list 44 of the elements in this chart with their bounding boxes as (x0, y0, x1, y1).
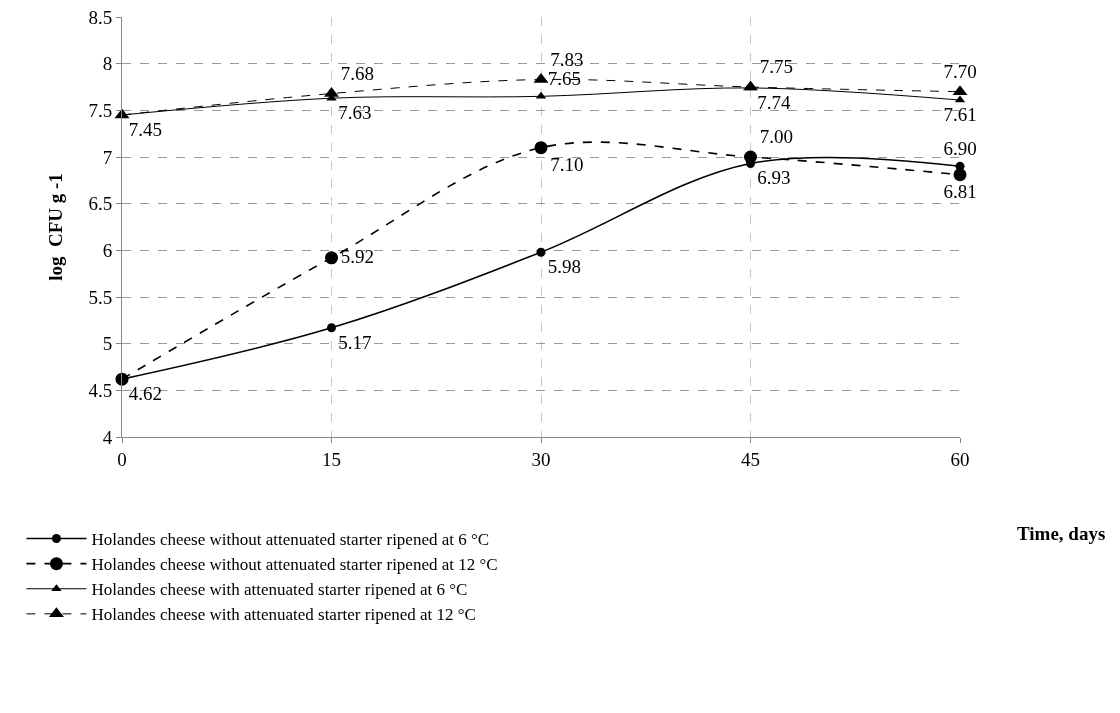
data-label: 6.81 (943, 181, 977, 203)
x-tick-label: 30 (531, 448, 551, 470)
legend-label: Holandes cheese without attenuated starter ripened at 12 °C (91, 555, 498, 575)
data-label: 7.74 (757, 91, 791, 113)
data-label: 7.75 (759, 56, 793, 78)
data-label: 7.61 (943, 103, 977, 125)
x-axis-title: Time, days (1017, 523, 1106, 544)
y-tick-label: 6.5 (88, 193, 113, 215)
y-tick-label: 7 (102, 146, 113, 168)
data-label: 6.90 (943, 137, 977, 159)
data-label: 7.83 (550, 48, 584, 70)
y-tick-label: 4 (102, 426, 113, 448)
legend-label: Holandes cheese with attenuated starter ripened at 6 °C (91, 580, 468, 600)
x-tick-label: 60 (950, 448, 970, 470)
data-label: 5.92 (340, 245, 374, 267)
x-tick-label: 15 (322, 448, 341, 470)
data-label: 5.98 (547, 256, 581, 278)
legend-label: Holandes cheese with attenuated starter ripened at 12 °C (91, 605, 476, 625)
data-label: 6.93 (757, 167, 791, 189)
y-tick-label: 8 (102, 53, 113, 75)
point (325, 251, 338, 265)
data-label: 5.17 (338, 331, 372, 353)
y-tick-label: 5 (102, 333, 113, 355)
y-tick-label: 8.5 (88, 6, 113, 28)
data-label: 7.68 (340, 62, 374, 84)
point (536, 247, 546, 257)
y-tick-label: 5.5 (88, 286, 113, 308)
legend-label: Holandes cheese without attenuated starter ripened at 6 °C (91, 530, 490, 550)
point (955, 161, 965, 171)
y-tick-label: 4.5 (88, 379, 113, 401)
point (327, 323, 336, 333)
data-label: 7.63 (338, 102, 372, 124)
data-label: 7.00 (759, 126, 793, 148)
data-label: 7.10 (550, 154, 584, 176)
x-tick-label: 0 (117, 448, 127, 470)
y-axis-title: log CFU g -1 (45, 173, 67, 281)
data-label: 7.65 (547, 67, 581, 89)
y-tick-label: 7.5 (88, 99, 113, 121)
y-tick-label: 6 (102, 239, 113, 261)
data-label: 7.70 (943, 60, 977, 82)
data-label: 4.62 (128, 383, 162, 405)
data-label: 7.45 (128, 118, 162, 140)
x-tick-label: 45 (741, 448, 760, 470)
point (534, 141, 548, 155)
